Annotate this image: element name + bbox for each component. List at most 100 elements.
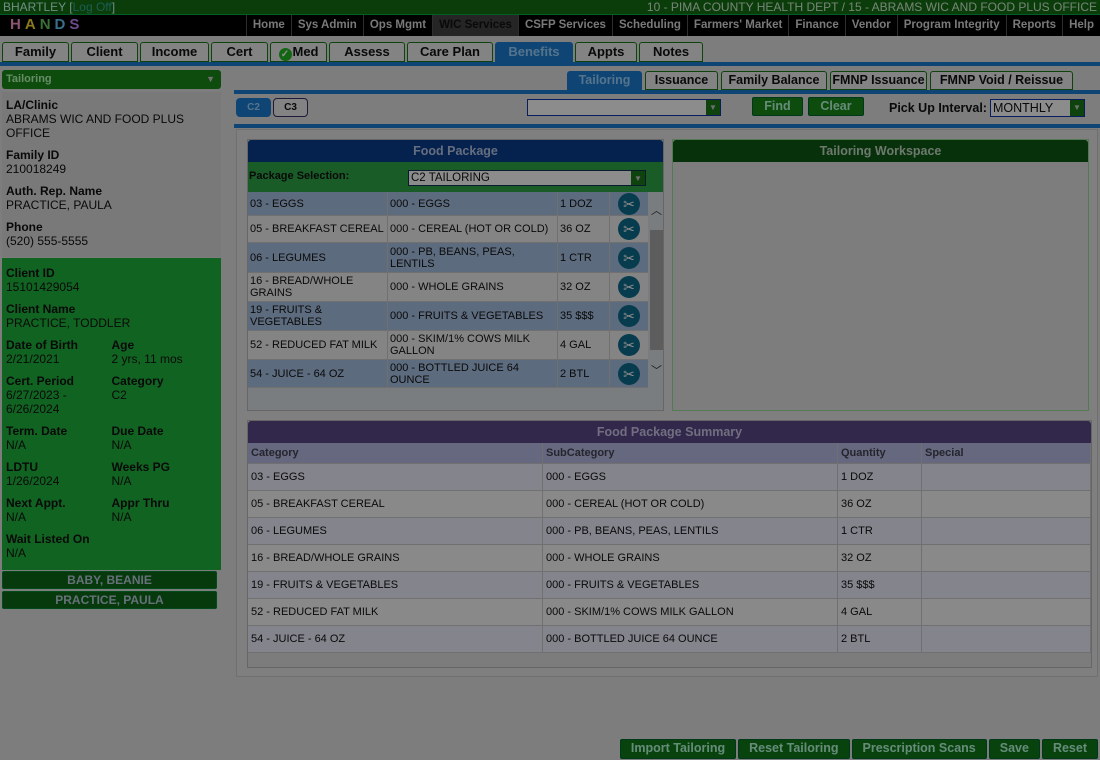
search-select[interactable]: ▼ bbox=[527, 99, 721, 116]
tab-notes[interactable]: Notes bbox=[639, 42, 703, 62]
food-package-cell: 000 - BOTTLED JUICE 64 OUNCE bbox=[388, 360, 558, 387]
nav-item-farmers-market[interactable]: Farmers' Market bbox=[686, 15, 788, 36]
scissors-icon[interactable]: ✂ bbox=[618, 246, 640, 269]
find-button[interactable]: Find bbox=[752, 97, 803, 116]
tab-family[interactable]: Family bbox=[2, 42, 69, 62]
family-member-button[interactable]: PRACTICE, PAULA bbox=[2, 591, 217, 609]
scroll-down-icon[interactable]: ﹀ bbox=[651, 365, 662, 377]
package-selection: Package Selection: C2 TAILORING ▼ bbox=[248, 162, 663, 192]
package-select[interactable]: C2 TAILORING ▼ bbox=[408, 170, 646, 186]
family-member-button[interactable]: BABY, BEANIE bbox=[2, 571, 217, 589]
summary-cell: 000 - CEREAL (HOT OR COLD) bbox=[543, 491, 838, 517]
food-package-cell: 35 $$$ bbox=[558, 302, 610, 330]
food-package-cell: 32 OZ bbox=[558, 273, 610, 301]
chevron-down-icon: ▼ bbox=[206, 74, 215, 84]
summary-cell: 16 - BREAD/WHOLE GRAINS bbox=[248, 545, 543, 571]
tab-care-plan[interactable]: Care Plan bbox=[407, 42, 493, 62]
scissors-icon[interactable]: ✂ bbox=[618, 362, 640, 385]
summary-cell: 32 OZ bbox=[838, 545, 922, 571]
log-off-link[interactable]: Log Off bbox=[72, 0, 112, 14]
tab-assess[interactable]: Assess bbox=[329, 42, 405, 62]
tab-label: Income bbox=[151, 44, 198, 59]
food-package-cell: 2 BTL bbox=[558, 360, 610, 387]
auth-rep-label: Auth. Rep. Name bbox=[6, 184, 103, 198]
cert-label: Cert. Period bbox=[6, 374, 75, 388]
chevron-down-icon: ▼ bbox=[1070, 100, 1084, 116]
dob-label: Date of Birth bbox=[6, 338, 78, 352]
category-c3-button[interactable]: C3 bbox=[273, 98, 308, 117]
nav-item-finance[interactable]: Finance bbox=[788, 15, 844, 36]
summary-cell bbox=[922, 491, 1091, 517]
reset-tailoring-button[interactable]: Reset Tailoring bbox=[738, 739, 850, 759]
scroll-up-icon[interactable]: ︿ bbox=[651, 205, 662, 217]
column-header[interactable]: SubCategory bbox=[543, 443, 838, 463]
subtab-fmnp-void-reissue[interactable]: FMNP Void / Reissue bbox=[930, 71, 1073, 90]
food-package-row: 19 - FRUITS & VEGETABLES 000 - FRUITS & V… bbox=[248, 302, 648, 331]
nav-item-home[interactable]: Home bbox=[245, 15, 291, 36]
tab-benefits[interactable]: Benefits bbox=[495, 42, 573, 62]
nav-item-program-integrity[interactable]: Program Integrity bbox=[896, 15, 1006, 36]
subtab-issuance[interactable]: Issuance bbox=[645, 71, 718, 90]
nav-item-ops-mgmt[interactable]: Ops Mgmt bbox=[362, 15, 432, 36]
appr-label: Appr Thru bbox=[111, 496, 170, 510]
workspace-title: Tailoring Workspace bbox=[673, 140, 1088, 162]
package-select-value: C2 TAILORING bbox=[411, 172, 490, 184]
summary-cell bbox=[922, 599, 1091, 625]
nav-item-reports[interactable]: Reports bbox=[1005, 15, 1062, 36]
nav-item-help[interactable]: Help bbox=[1062, 15, 1100, 36]
summary-cell bbox=[922, 572, 1091, 598]
clear-button[interactable]: Clear bbox=[808, 97, 864, 116]
left-panel-selector[interactable]: Tailoring ▼ bbox=[2, 70, 221, 89]
ldtu-label: LDTU bbox=[6, 460, 38, 474]
nav-item-sys-admin[interactable]: Sys Admin bbox=[290, 15, 363, 36]
column-header[interactable]: Special bbox=[922, 443, 1091, 463]
appr-thru: N/A bbox=[111, 510, 132, 524]
scissors-icon[interactable]: ✂ bbox=[618, 334, 640, 356]
nav-item-vendor[interactable]: Vendor bbox=[844, 15, 897, 36]
tab-client[interactable]: Client bbox=[71, 42, 138, 62]
summary-cell: 52 - REDUCED FAT MILK bbox=[248, 599, 543, 625]
tab-appts[interactable]: Appts bbox=[575, 42, 637, 62]
reset-button[interactable]: Reset bbox=[1041, 739, 1098, 759]
import-tailoring-button[interactable]: Import Tailoring bbox=[619, 739, 737, 759]
scissors-icon[interactable]: ✂ bbox=[618, 276, 640, 298]
category-c2-button[interactable]: C2 bbox=[236, 98, 271, 117]
tab-cert[interactable]: Cert bbox=[211, 42, 268, 62]
summary-cell: 1 CTR bbox=[838, 518, 922, 544]
client-id: 15101429054 bbox=[6, 280, 80, 294]
due-label: Due Date bbox=[111, 424, 164, 438]
scissors-icon[interactable]: ✂ bbox=[618, 192, 640, 215]
main-nav: HANDS Home Sys Admin Ops Mgmt WIC Services C… bbox=[0, 15, 1100, 36]
tab-med[interactable]: ✓ Med bbox=[270, 42, 327, 62]
tab-label: Notes bbox=[652, 44, 690, 59]
scissors-icon[interactable]: ✂ bbox=[618, 305, 640, 327]
nav-item-csfp-services[interactable]: CSFP Services bbox=[517, 15, 612, 36]
summary-cell: 06 - LEGUMES bbox=[248, 518, 543, 544]
chevron-down-icon: ▼ bbox=[706, 100, 720, 115]
dob: 2/21/2021 bbox=[6, 352, 60, 366]
tab-income[interactable]: Income bbox=[140, 42, 209, 62]
la-clinic: ABRAMS WIC AND FOOD PLUS OFFICE bbox=[6, 112, 185, 140]
food-package-summary: Food Package Summary Category SubCategory… bbox=[247, 420, 1092, 668]
next-appt: N/A bbox=[6, 510, 27, 524]
save-button[interactable]: Save bbox=[988, 739, 1040, 759]
subtab-fmnp-issuance[interactable]: FMNP Issuance bbox=[830, 71, 927, 90]
selector-value: Tailoring bbox=[6, 73, 52, 85]
column-header[interactable]: Quantity bbox=[838, 443, 922, 463]
column-header[interactable]: Category bbox=[248, 443, 543, 463]
food-package-cell: 52 - REDUCED FAT MILK bbox=[248, 331, 388, 359]
nav-item-wic-services[interactable]: WIC Services bbox=[432, 15, 518, 36]
tab-label: Client bbox=[86, 44, 123, 59]
summary-cell: 1 DOZ bbox=[838, 464, 922, 490]
scroll-thumb[interactable] bbox=[650, 230, 663, 350]
subtab-tailoring[interactable]: Tailoring bbox=[567, 71, 642, 90]
scrollbar[interactable]: ︿ ﹀ bbox=[649, 202, 664, 378]
scissors-icon[interactable]: ✂ bbox=[618, 218, 640, 240]
subtab-family-balance[interactable]: Family Balance bbox=[721, 71, 827, 90]
pickup-interval-select[interactable]: MONTHLY ▼ bbox=[990, 99, 1085, 117]
nav-item-scheduling[interactable]: Scheduling bbox=[611, 15, 687, 36]
food-package-title: Food Package bbox=[248, 140, 663, 162]
summary-row: 16 - BREAD/WHOLE GRAINS 000 - WHOLE GRAIN… bbox=[248, 545, 1091, 572]
food-package-cell: 000 - FRUITS & VEGETABLES bbox=[388, 302, 558, 330]
prescription-scans-button[interactable]: Prescription Scans bbox=[851, 739, 987, 759]
